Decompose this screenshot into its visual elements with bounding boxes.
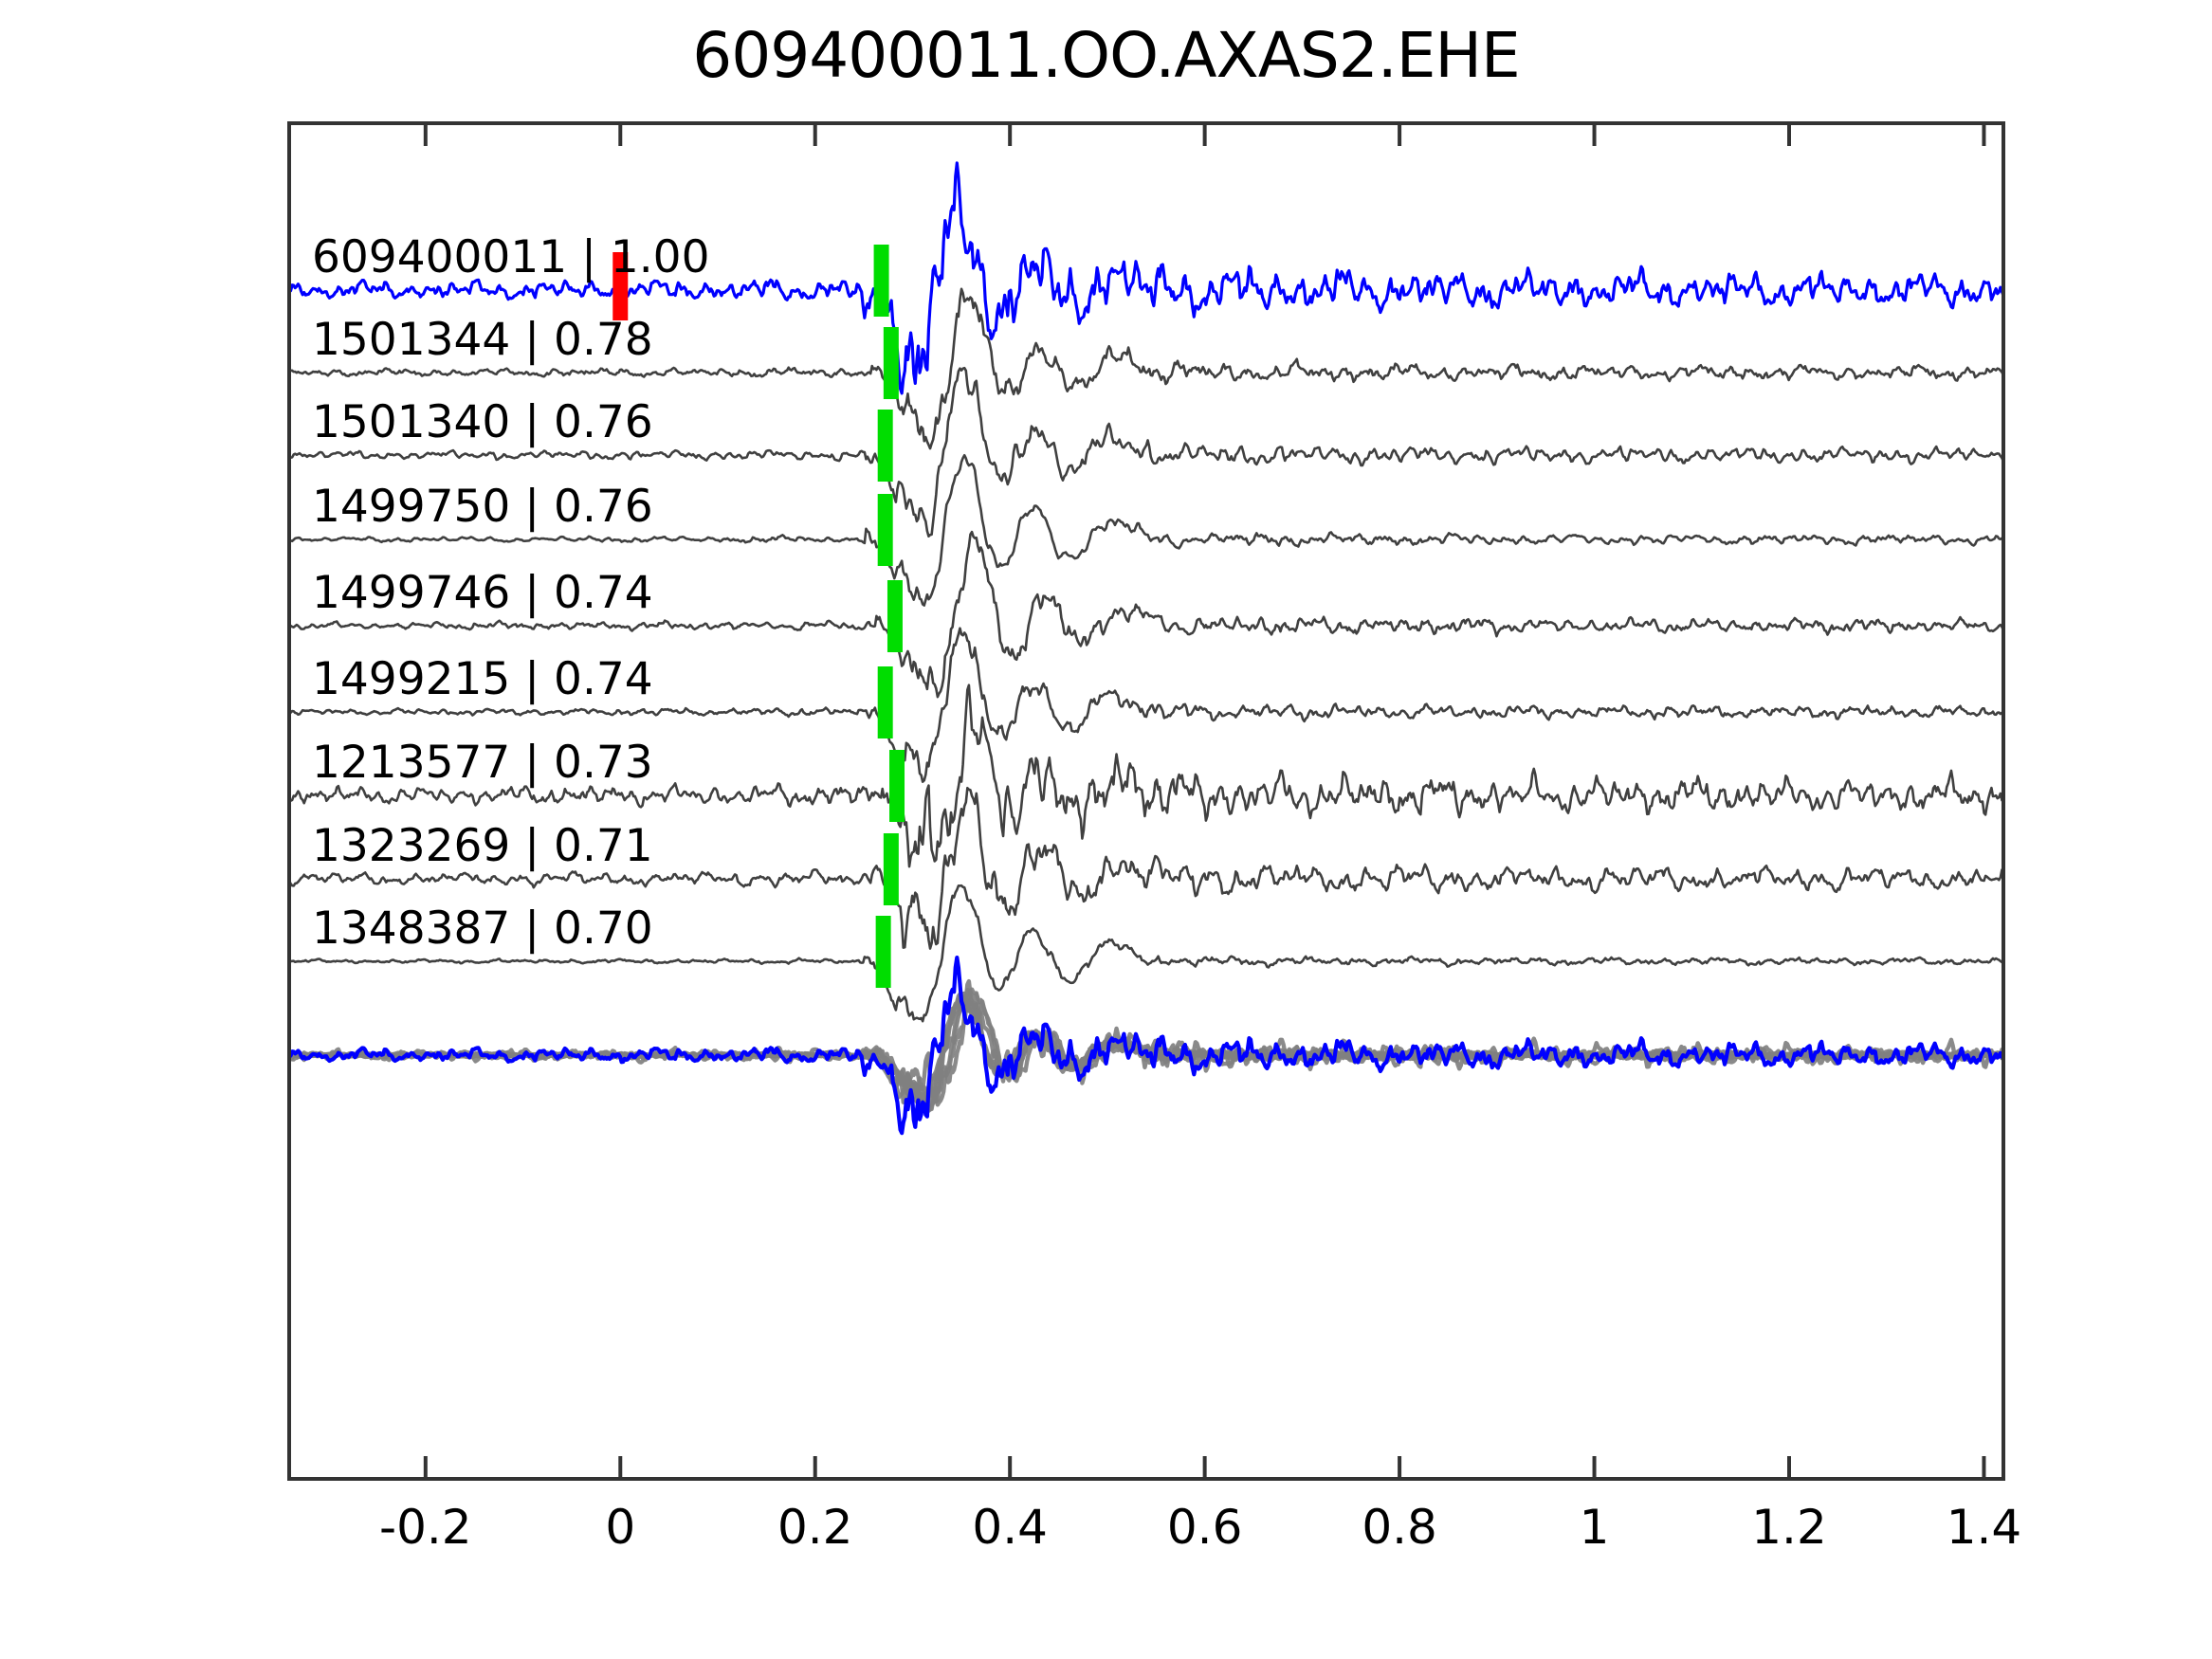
- trace-label-1499215: 1499215 | 0.74: [312, 653, 653, 705]
- trace-label-609400011: 609400011 | 1.00: [312, 231, 710, 283]
- x-tick-label: 0: [605, 1500, 636, 1555]
- trace-label-1323269: 1323269 | 0.71: [312, 820, 653, 872]
- pick-marker-1213577: [889, 750, 905, 822]
- x-tick-label: 1.4: [1946, 1500, 2022, 1555]
- pick-marker-1499746: [887, 580, 903, 652]
- waveform-trace-1501344: [289, 287, 2003, 450]
- trace-label-1501340: 1501340 | 0.76: [312, 396, 653, 448]
- overlay-trace-1499746: [289, 987, 2003, 1107]
- waveform-trace-1499746: [289, 530, 2003, 699]
- waveform-trace-609400011: [289, 161, 2003, 395]
- overlay-trace-609400011: [289, 955, 2003, 1136]
- x-tick-label: 0.4: [972, 1500, 1048, 1555]
- waveform-trace-1501340: [289, 366, 2003, 538]
- trace-label-1499746: 1499746 | 0.74: [312, 567, 653, 619]
- x-tick-label: 1.2: [1751, 1500, 1827, 1555]
- trace-label-1348387: 1348387 | 0.70: [312, 902, 653, 955]
- waveform-trace-1499215: [289, 627, 2003, 783]
- x-tick-label: -0.2: [379, 1500, 472, 1555]
- trace-label-1501344: 1501344 | 0.78: [312, 314, 653, 366]
- pick-marker-1499750: [877, 494, 893, 566]
- pick-marker-1501340: [877, 410, 893, 482]
- overlay-trace-1213577: [289, 978, 2003, 1104]
- x-tick-label: 1: [1579, 1500, 1610, 1555]
- x-tick-label: 0.8: [1362, 1500, 1437, 1555]
- waveform-trace-1499750: [289, 453, 2003, 607]
- axes-frame: [287, 121, 2005, 1481]
- pick-marker-1501344: [883, 327, 899, 399]
- waveform-trace-1213577: [289, 684, 2003, 868]
- page-title: 609400011.OO.AXAS2.EHE: [692, 19, 1521, 92]
- origin-marker-609400011: [612, 252, 629, 320]
- pick-marker-1348387: [875, 916, 891, 988]
- waveform-trace-1323269: [289, 786, 2003, 950]
- x-tick-label: 0.2: [777, 1500, 853, 1555]
- x-axis-ticks: [423, 123, 1986, 1479]
- trace-label-1213577: 1213577 | 0.73: [312, 737, 653, 789]
- waveform-trace-1348387: [289, 884, 2003, 1023]
- pick-marker-1323269: [883, 833, 899, 905]
- pick-marker-1499215: [877, 666, 893, 738]
- pick-marker-609400011: [873, 245, 889, 317]
- traces-group: [289, 161, 2003, 1136]
- trace-label-1499750: 1499750 | 0.76: [312, 481, 653, 533]
- x-tick-label: 0.6: [1166, 1500, 1243, 1555]
